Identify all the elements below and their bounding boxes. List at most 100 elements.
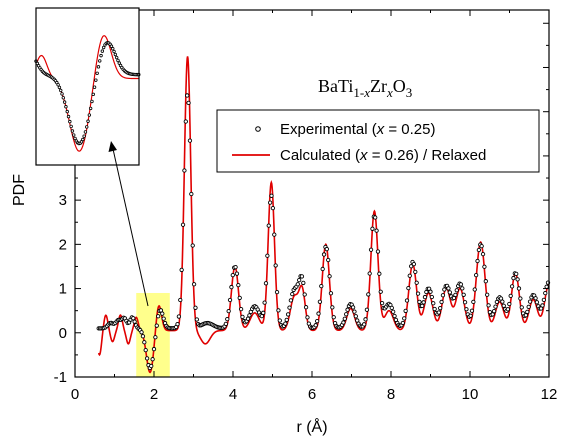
experimental-point <box>460 286 465 291</box>
experimental-point <box>314 318 320 324</box>
experimental-point <box>482 264 487 269</box>
inset-experimental-point <box>82 134 86 138</box>
experimental-point <box>471 299 476 305</box>
legend-label-experimental: Experimental (x = 0.25) <box>280 121 436 138</box>
x-tick-label: 8 <box>387 386 395 403</box>
experimental-point <box>330 305 335 310</box>
experimental-point <box>518 296 523 301</box>
experimental-point <box>479 243 484 249</box>
inset-experimental-point <box>91 92 95 97</box>
experimental-point <box>413 269 418 274</box>
inset-experimental-point <box>64 105 68 109</box>
experimental-point <box>462 300 468 305</box>
experimental-point <box>483 279 488 284</box>
y-tick-label: -1 <box>54 369 67 386</box>
experimental-point <box>320 266 325 272</box>
experimental-point <box>543 290 548 296</box>
inset-experimental-point <box>95 71 99 76</box>
inset-experimental-point <box>61 96 66 100</box>
experimental-point <box>297 278 302 283</box>
experimental-point <box>303 305 309 310</box>
inset-experimental-point <box>65 109 69 114</box>
experimental-point <box>511 275 516 281</box>
experimental-point <box>544 284 549 289</box>
x-tick-label: 2 <box>150 386 158 403</box>
experimental-point <box>406 285 411 291</box>
experimental-point <box>468 313 473 318</box>
experimental-point <box>155 314 161 319</box>
experimental-point <box>287 305 292 310</box>
experimental-point <box>272 232 277 237</box>
experimental-point <box>446 286 451 291</box>
experimental-point <box>317 299 323 304</box>
experimental-point <box>458 282 464 287</box>
experimental-point <box>263 281 269 286</box>
experimental-point <box>494 299 500 305</box>
experimental-point <box>327 274 332 279</box>
experimental-point <box>421 300 426 305</box>
experimental-point <box>233 264 238 270</box>
main-series-group <box>96 56 551 374</box>
experimental-point <box>509 284 515 289</box>
experimental-point <box>261 310 266 315</box>
y-tick-label: 0 <box>59 325 67 342</box>
experimental-point <box>370 226 375 231</box>
experimental-point <box>179 267 184 273</box>
experimental-point <box>486 303 491 308</box>
experimental-point <box>185 93 190 98</box>
experimental-point <box>464 307 469 312</box>
experimental-point <box>190 243 195 248</box>
experimental-point <box>305 315 310 320</box>
experimental-point <box>491 309 497 314</box>
experimental-point <box>432 306 437 312</box>
experimental-point <box>187 138 193 143</box>
experimental-point <box>403 308 408 314</box>
inset-experimental-point <box>73 136 77 141</box>
inset-experimental-point <box>59 88 63 93</box>
experimental-point <box>389 305 394 310</box>
experimental-point <box>180 222 186 227</box>
experimental-point <box>364 307 370 312</box>
experimental-point <box>526 304 531 310</box>
experimental-point <box>142 340 147 345</box>
experimental-point <box>361 322 367 327</box>
legend-marker-experimental <box>255 126 261 132</box>
experimental-point <box>411 261 417 267</box>
experimental-point <box>175 321 180 327</box>
experimental-point <box>229 284 234 290</box>
experimental-point <box>189 191 194 197</box>
experimental-point <box>191 282 197 287</box>
experimental-point <box>507 301 512 307</box>
experimental-point <box>182 168 187 173</box>
x-tick-label: 10 <box>462 386 479 403</box>
experimental-point <box>392 313 397 319</box>
experimental-point <box>519 305 524 310</box>
experimental-point <box>344 312 349 317</box>
experimental-point <box>415 291 421 296</box>
inset-experimental-point <box>69 124 73 129</box>
experimental-point <box>193 305 198 310</box>
inset-experimental-point <box>86 119 90 123</box>
experimental-point <box>276 308 281 313</box>
experimental-point <box>151 346 157 352</box>
experimental-point <box>485 292 490 297</box>
experimental-point <box>533 296 538 301</box>
inset <box>34 7 141 166</box>
formula-label: BaTi1-xZrxO3 <box>318 76 412 100</box>
inset-experimental-point <box>101 45 106 50</box>
experimental-point <box>225 316 230 322</box>
experimental-point <box>283 321 288 326</box>
experimental-point <box>226 308 231 314</box>
experimental-point <box>194 317 200 322</box>
experimental-point <box>319 283 324 289</box>
x-axis-title: r (Å) <box>296 417 327 436</box>
experimental-point <box>237 295 242 301</box>
inset-experimental-point <box>96 65 101 69</box>
experimental-point <box>408 264 414 269</box>
inset-experimental-point <box>113 52 118 57</box>
inset-experimental-point <box>94 78 98 82</box>
experimental-point <box>523 313 529 318</box>
experimental-point <box>313 323 318 328</box>
experimental-point <box>469 308 475 313</box>
